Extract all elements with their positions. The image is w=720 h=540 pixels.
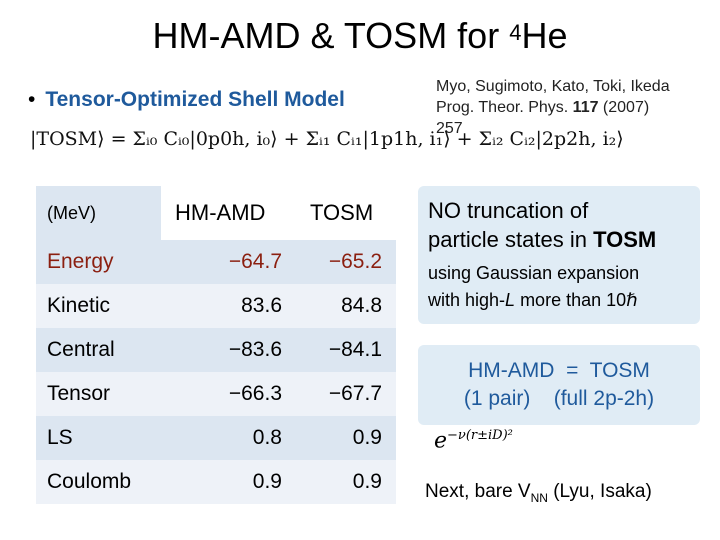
bullet-dot: • (28, 88, 36, 111)
bullet-heading: • Tensor-Optimized Shell Model (28, 88, 345, 112)
row-hmamd-value: −83.6 (228, 338, 282, 361)
gaussian-exponent: −ν(r±iD)² (447, 428, 513, 443)
row-tosm-value: −67.7 (328, 382, 382, 405)
note-line-1: NO truncation of (428, 198, 589, 223)
table-row: Energy −64.7 −65.2 (36, 240, 396, 284)
equivalence-line-2: (1 pair) (full 2p-2h) (463, 387, 655, 410)
tosm-formula: |TOSM⟩ = Σᵢ₀ Cᵢ₀|0p0h, i₀⟩ + Σᵢ₁ Cᵢ₁|1p1… (30, 128, 624, 150)
row-tosm-value: −65.2 (296, 240, 396, 284)
row-hmamd-value: −66.3 (228, 382, 282, 405)
equivalence-box: HM-AMD = TOSM (1 pair) (full 2p-2h) (418, 345, 700, 425)
table-row: Kinetic 83.6 84.8 (36, 284, 396, 328)
row-hmamd-value: 83.6 (241, 294, 282, 317)
reference-page: 257 (436, 120, 463, 137)
table-row: Central −83.6 −84.1 (36, 328, 396, 372)
row-label: Tensor (47, 382, 111, 405)
reference-journal-name: Prog. Theor. Phys. (436, 99, 573, 116)
gaussian-formula: e−ν(r±iD)² (434, 428, 513, 453)
table-header-tosm: TOSM (310, 200, 374, 225)
row-tosm-value: 0.9 (352, 426, 382, 449)
table-row: Coulomb 0.9 0.9 (36, 460, 396, 504)
row-hmamd-value: −64.7 (163, 240, 294, 284)
row-tosm-value: 84.8 (341, 294, 382, 317)
row-tosm-value: −84.1 (328, 338, 382, 361)
table-header-row: (MeV) HM-AMD TOSM (36, 186, 396, 240)
next-prefix: Next, bare V (425, 481, 531, 502)
note-line-4-suffix: more than 10ℏ (515, 290, 638, 310)
note-line-2-bold: TOSM (593, 227, 657, 252)
row-label: Central (47, 338, 115, 361)
reference-journal: Prog. Theor. Phys. 117 (2007) (436, 97, 716, 118)
reference-authors: Myo, Sugimoto, Kato, Toki, Ikeda (436, 78, 670, 95)
row-hmamd-value: 0.8 (252, 426, 282, 449)
table-row: Tensor −66.3 −67.7 (36, 372, 396, 416)
note-line-3: using Gaussian expansion (428, 263, 640, 283)
row-label: LS (47, 426, 73, 449)
reference-year: (2007) (598, 99, 650, 116)
row-label: Energy (47, 250, 114, 273)
slide-title: HM-AMD & TOSM for 4He (0, 14, 720, 63)
table-header-hmamd: HM-AMD (175, 200, 266, 225)
row-hmamd-value: 0.9 (252, 470, 282, 493)
equivalence-line-1: HM-AMD = TOSM (468, 359, 650, 382)
title-superscript: 4 (509, 20, 522, 45)
next-suffix: (Lyu, Isaka) (547, 481, 652, 502)
bullet-text: Tensor-Optimized Shell Model (45, 88, 345, 111)
energy-table: (MeV) HM-AMD TOSM Energy −64.7 −65.2 Kin… (36, 186, 396, 504)
gaussian-base: e (434, 428, 448, 454)
table-row: LS 0.8 0.9 (36, 416, 396, 460)
row-label: Coulomb (47, 470, 132, 493)
truncation-note-box: NO truncation of particle states in TOSM… (418, 186, 700, 324)
reference-citation: Myo, Sugimoto, Kato, Toki, Ikeda Prog. T… (436, 76, 716, 139)
next-subscript: NN (530, 490, 548, 505)
title-text: HM-AMD & TOSM for (152, 15, 510, 56)
note-line-2: particle states in TOSM (428, 225, 690, 254)
title-tail: He (521, 15, 568, 56)
note-line-4-italic: L (505, 290, 516, 310)
reference-volume: 117 (572, 99, 599, 116)
note-line-4-text: with high- (428, 290, 506, 310)
row-tosm-value: 0.9 (352, 470, 382, 493)
row-label: Kinetic (47, 294, 111, 317)
note-line-2-text: particle states in (428, 227, 594, 252)
table-header-unit: (MeV) (36, 186, 161, 240)
note-line-4: with high-L more than 10ℏ (428, 287, 690, 314)
next-topic: Next, bare VNN (Lyu, Isaka) (425, 481, 652, 505)
